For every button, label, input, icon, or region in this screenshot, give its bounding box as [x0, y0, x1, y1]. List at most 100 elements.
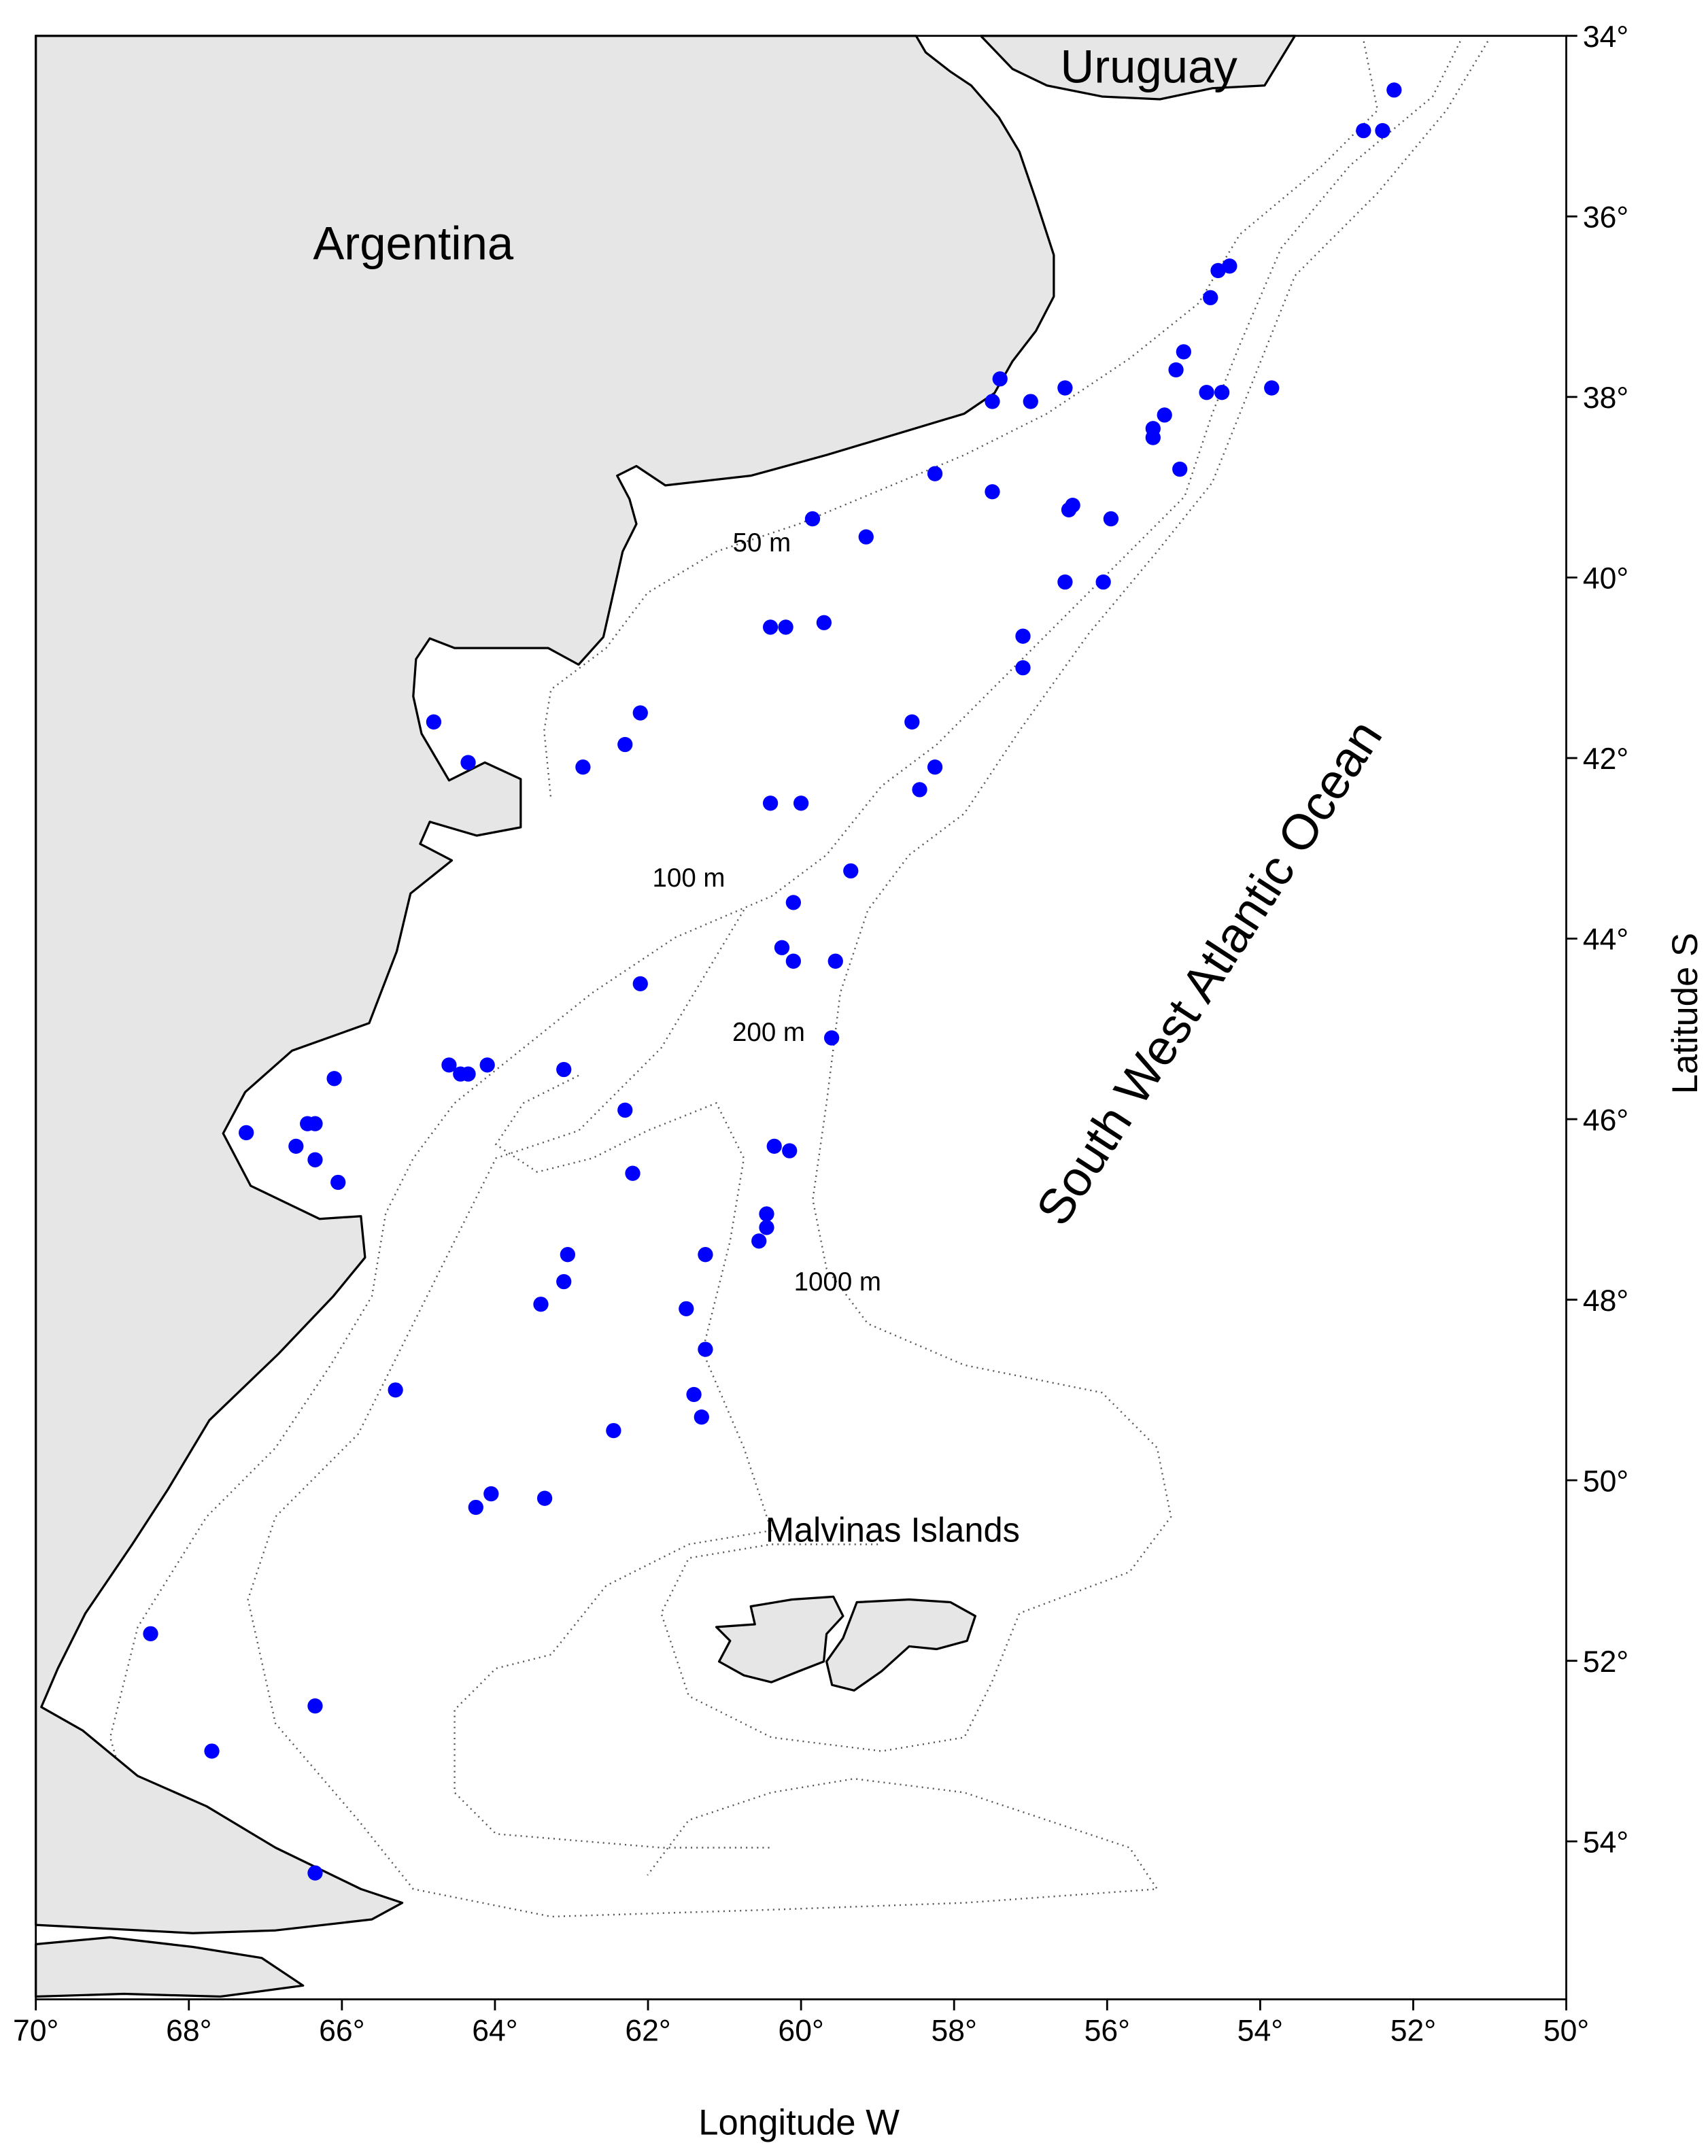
station-point [698, 1247, 713, 1263]
x-tick-label: 52° [1390, 2014, 1436, 2047]
station-point [766, 1138, 782, 1154]
station-point [762, 619, 779, 635]
station-point [1210, 262, 1226, 279]
station-point [307, 1116, 323, 1131]
land-uruguay [979, 35, 1297, 101]
x-tick-label: 58° [932, 2014, 977, 2047]
station-point [679, 1301, 694, 1317]
land-tierra-del-fuego [35, 1936, 305, 1998]
station-point [751, 1233, 767, 1249]
isobath [247, 909, 1159, 1918]
station-point [1386, 82, 1402, 98]
y-tick-label: 34° [1583, 20, 1628, 54]
x-tick-label: 70° [13, 2014, 58, 2047]
station-point [1168, 362, 1184, 378]
y-tick-label: 50° [1583, 1465, 1628, 1498]
isobath-label: 50 m [733, 528, 791, 558]
station-point [1172, 461, 1188, 477]
station-point [804, 511, 821, 527]
station-point [479, 1057, 495, 1073]
station-point [1023, 394, 1038, 409]
station-point [460, 755, 476, 770]
station-point [326, 1071, 342, 1086]
station-point [985, 394, 1000, 409]
x-tick-label: 56° [1084, 2014, 1130, 2047]
y-tick-label: 54° [1583, 1826, 1628, 1859]
station-point [1203, 290, 1218, 305]
island-label: Malvinas Islands [766, 1510, 1020, 1549]
station-point [694, 1409, 709, 1425]
station-point [556, 1273, 572, 1290]
station-point [441, 1057, 457, 1073]
station-point [785, 953, 802, 969]
x-tick-label: 68° [166, 2014, 211, 2047]
x-tick-label: 64° [472, 2014, 517, 2047]
station-point [307, 1865, 323, 1881]
station-point [1103, 511, 1119, 527]
station-point [759, 1206, 774, 1222]
station-point [143, 1626, 158, 1642]
y-tick-label: 44° [1583, 923, 1628, 957]
y-tick-label: 36° [1583, 201, 1628, 234]
y-tick-label: 40° [1583, 562, 1628, 596]
station-point [1264, 380, 1280, 396]
station-point [388, 1382, 403, 1398]
station-point [1145, 430, 1161, 445]
station-point [759, 1220, 774, 1235]
station-point [785, 895, 802, 910]
station-point [778, 619, 793, 635]
station-point [617, 736, 633, 753]
station-point [858, 529, 874, 545]
x-tick-label: 50° [1543, 2014, 1589, 2047]
station-point [556, 1061, 572, 1078]
station-point [1375, 122, 1390, 139]
isobath-label: 100 m [653, 863, 725, 893]
station-point [985, 484, 1000, 500]
land-argentina [35, 35, 1055, 1934]
station-point [625, 1165, 640, 1181]
station-point [536, 1490, 553, 1506]
x-tick-label: 62° [625, 2014, 670, 2047]
x-tick-label: 66° [319, 2014, 364, 2047]
station-point [1176, 344, 1191, 360]
station-point [1356, 122, 1371, 139]
map-frame-group: Argentina Uruguay South West Atlantic Oc… [13, 20, 1705, 2142]
station-point [1157, 407, 1172, 423]
y-tick-label: 42° [1583, 742, 1628, 776]
isobath-label: 1000 m [794, 1267, 881, 1297]
isobath [454, 1074, 773, 1849]
station-point [827, 953, 843, 969]
station-point [1015, 660, 1031, 676]
station-point [239, 1125, 254, 1141]
station-point [606, 1422, 621, 1439]
station-point [632, 705, 648, 721]
station-point [460, 1066, 476, 1082]
station-point [1015, 628, 1031, 644]
station-point [468, 1499, 483, 1516]
station-point [1061, 502, 1077, 517]
y-tick-label: 38° [1583, 381, 1628, 415]
station-point [307, 1152, 323, 1167]
station-point [782, 1143, 798, 1159]
station-point [617, 1102, 633, 1118]
station-point [632, 976, 648, 992]
x-axis-title: Longitude W [698, 2102, 900, 2142]
y-tick-label: 52° [1583, 1645, 1628, 1679]
country-label: Uruguay [1061, 41, 1238, 93]
station-point [774, 940, 790, 955]
station-point [816, 615, 832, 630]
station-point [1057, 380, 1073, 396]
isobath [109, 41, 1461, 1834]
country-label: Argentina [313, 217, 514, 269]
station-point [698, 1341, 713, 1357]
station-point [823, 1030, 840, 1046]
station-point [483, 1486, 499, 1502]
station-point [560, 1247, 576, 1263]
isobath-label: 200 m [732, 1018, 805, 1047]
station-point [330, 1174, 346, 1191]
station-point [1214, 385, 1230, 400]
station-point [843, 863, 859, 879]
station-point [288, 1138, 304, 1154]
station-point [927, 759, 943, 775]
